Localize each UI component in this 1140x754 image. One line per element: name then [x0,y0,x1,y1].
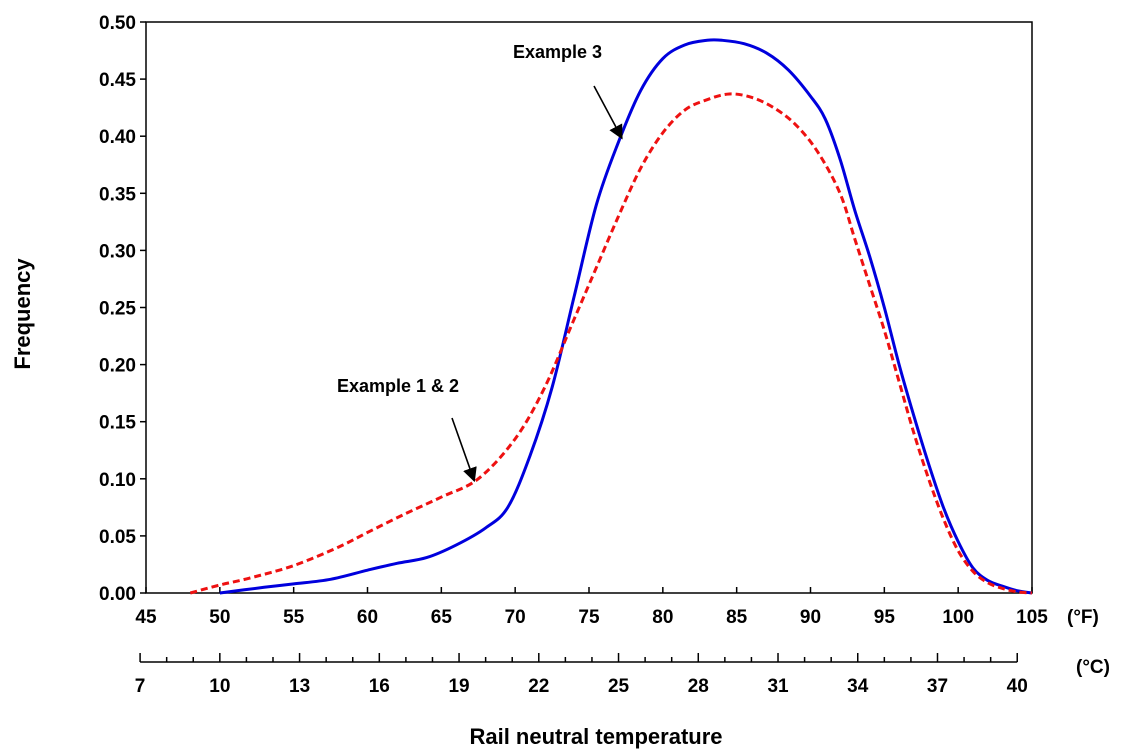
y-axis-title: Frequency [10,258,35,370]
x-tick-label: 95 [874,607,896,628]
x-tick-label: 55 [283,607,305,628]
x-axis-title: Rail neutral temperature [469,724,722,749]
y-tick-label: 0.30 [99,241,136,262]
x-tick-label: 85 [726,607,748,628]
x-tick-label: 80 [652,607,673,628]
x-axis-unit-celsius: (°C) [1076,657,1110,678]
y-tick-label: 0.40 [99,127,136,148]
celsius-tick-label: 19 [448,676,469,697]
x-tick-label: 70 [505,607,526,628]
y-tick-label: 0.20 [99,356,136,377]
y-tick-label: 0.35 [99,184,136,205]
y-axis: 0.00 0.05 0.10 0.15 0.20 0.25 0.30 0.35 0.40 0.45… [99,13,146,605]
celsius-tick-label: 31 [767,676,789,697]
x-tick-label: 60 [357,607,378,628]
celsius-tick-label: 13 [289,676,310,697]
celsius-tick-label: 7 [135,676,146,697]
y-tick-label: 0.50 [99,13,136,34]
x-tick-label: 100 [942,607,974,628]
celsius-tick-label: 22 [528,676,549,697]
annotation-arrow [593,85,623,140]
y-tick-label: 0.25 [99,299,136,320]
annotation-example-3: Example 3 [513,42,602,62]
annotation-example-1-2: Example 1 & 2 [337,376,459,396]
celsius-tick-label: 37 [927,676,948,697]
y-tick-label: 0.10 [99,470,136,491]
celsius-tick-label: 34 [847,676,869,697]
series-layer [189,38,1033,595]
plot-border [145,21,1033,594]
celsius-tick-label: 28 [688,676,709,697]
y-tick-label: 0.00 [99,584,136,605]
celsius-tick-label: 10 [209,676,230,697]
y-tick-label: 0.45 [99,70,136,91]
annotation-layer: Example 3 Example 1 & 2 [337,42,623,483]
y-tick-label: 0.05 [99,527,136,548]
celsius-tick-label: 16 [369,676,390,697]
x-tick-label: 105 [1016,607,1048,628]
x-tick-label: 65 [431,607,453,628]
x-tick-label: 90 [800,607,821,628]
x-tick-label: 75 [578,607,600,628]
y-tick-label: 0.15 [99,413,136,434]
x-axis-unit-fahrenheit: (°F) [1067,607,1099,628]
plot-area [145,21,1033,594]
x-axis-celsius: 7 10 13 16 19 22 25 28 31 34 37 40 [135,653,1028,697]
celsius-tick-label: 25 [608,676,630,697]
series-line-example-3 [219,38,1033,595]
celsius-tick-label: 40 [1007,676,1028,697]
x-tick-label: 50 [209,607,230,628]
x-tick-label: 45 [135,607,157,628]
annotation-arrow [451,417,477,483]
series-line-example-1-2 [189,92,1033,595]
x-axis-fahrenheit: 45 50 55 60 65 70 75 80 85 90 95 100 105 [135,587,1048,628]
